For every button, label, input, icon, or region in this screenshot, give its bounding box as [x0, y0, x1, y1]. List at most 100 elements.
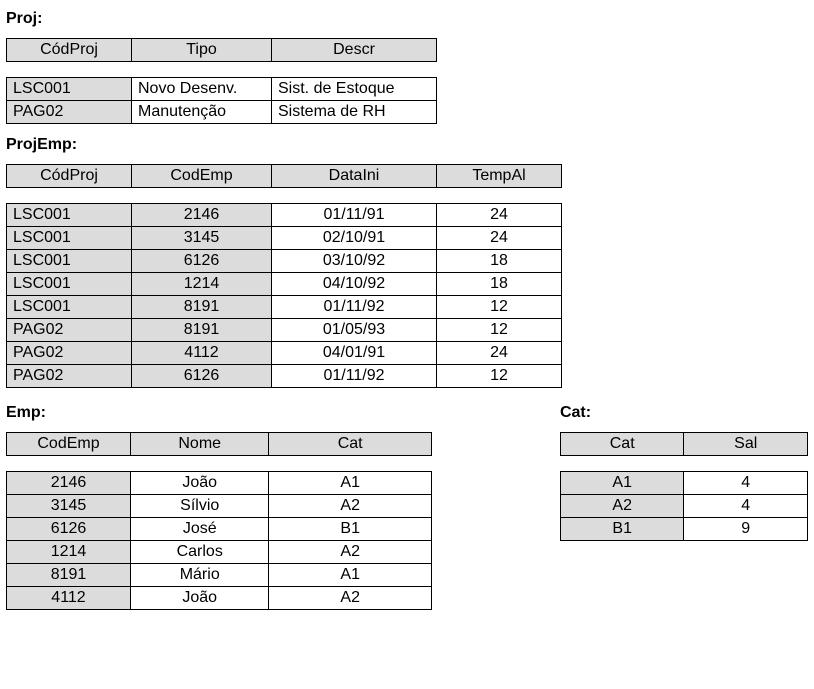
col-header: CodEmp: [132, 165, 272, 188]
table-row: LSC001121404/10/9218: [7, 273, 562, 296]
bottom-row: Emp: CodEmpNomeCat2146JoãoA13145SílvioA2…: [6, 400, 808, 622]
table-row: LSC001214601/11/9124: [7, 204, 562, 227]
table-row: 2146JoãoA1: [7, 472, 432, 495]
table-row: A24: [560, 495, 807, 518]
cell: 4112: [7, 587, 131, 610]
cell: João: [131, 587, 269, 610]
table-row: PAG02612601/11/9212: [7, 365, 562, 388]
cell: Sistema de RH: [272, 101, 437, 124]
table-row: LSC001314502/10/9124: [7, 227, 562, 250]
cell: José: [131, 518, 269, 541]
cell: 12: [437, 365, 562, 388]
cell: Mário: [131, 564, 269, 587]
cell: 01/11/92: [272, 365, 437, 388]
table-row: A14: [560, 472, 807, 495]
table-cat: CatSalA14A24B19: [560, 432, 808, 541]
col-header: Descr: [272, 39, 437, 62]
cell: 03/10/92: [272, 250, 437, 273]
cell: 4: [684, 472, 808, 495]
section-title-emp: Emp:: [6, 404, 432, 422]
table-row: PAG02819101/05/9312: [7, 319, 562, 342]
cell: PAG02: [7, 319, 132, 342]
cell: 3145: [132, 227, 272, 250]
table-row: 3145SílvioA2: [7, 495, 432, 518]
cell: João: [131, 472, 269, 495]
cell: 4112: [132, 342, 272, 365]
table-row: LSC001Novo Desenv.Sist. de Estoque: [7, 78, 437, 101]
cell: Carlos: [131, 541, 269, 564]
table-projemp: CódProjCodEmpDataIniTempAlLSC001214601/1…: [6, 164, 562, 388]
cell: Manutenção: [132, 101, 272, 124]
cell: 01/11/91: [272, 204, 437, 227]
cell: 8191: [132, 319, 272, 342]
cell: 2146: [132, 204, 272, 227]
cell: 6126: [7, 518, 131, 541]
col-header: DataIni: [272, 165, 437, 188]
table-header-row: CódProjTipoDescr: [7, 39, 437, 62]
cell: PAG02: [7, 342, 132, 365]
cell: 6126: [132, 365, 272, 388]
cell: 18: [437, 273, 562, 296]
cell: A1: [269, 472, 432, 495]
cell: Sílvio: [131, 495, 269, 518]
table-emp: CodEmpNomeCat2146JoãoA13145SílvioA26126J…: [6, 432, 432, 610]
emp-block: Emp: CodEmpNomeCat2146JoãoA13145SílvioA2…: [6, 400, 432, 622]
cell: LSC001: [7, 204, 132, 227]
cell: A1: [560, 472, 684, 495]
col-header: Sal: [684, 433, 808, 456]
cell: 24: [437, 342, 562, 365]
cell: 04/01/91: [272, 342, 437, 365]
table-header-row: CodEmpNomeCat: [7, 433, 432, 456]
cell: A2: [269, 495, 432, 518]
cell: LSC001: [7, 273, 132, 296]
cell: 04/10/92: [272, 273, 437, 296]
table-row: 6126JoséB1: [7, 518, 432, 541]
cell: 02/10/91: [272, 227, 437, 250]
cell: 01/11/92: [272, 296, 437, 319]
col-header: TempAl: [437, 165, 562, 188]
table-proj: CódProjTipoDescr LSC001Novo Desenv.Sist. …: [6, 38, 437, 124]
cell: A2: [560, 495, 684, 518]
table-header-row: CódProjCodEmpDataIniTempAl: [7, 165, 562, 188]
section-title-projemp: ProjEmp:: [6, 136, 808, 154]
cell: 12: [437, 296, 562, 319]
cell: 9: [684, 518, 808, 541]
table-row: LSC001612603/10/9218: [7, 250, 562, 273]
section-title-cat: Cat:: [560, 404, 808, 422]
cell: 18: [437, 250, 562, 273]
cell: A2: [269, 587, 432, 610]
table-row: PAG02411204/01/9124: [7, 342, 562, 365]
cell: 3145: [7, 495, 131, 518]
col-header: Cat: [560, 433, 684, 456]
cell: A1: [269, 564, 432, 587]
col-header: CódProj: [7, 39, 132, 62]
cell: 12: [437, 319, 562, 342]
col-header: Nome: [131, 433, 269, 456]
cell: LSC001: [7, 78, 132, 101]
cell: 1214: [132, 273, 272, 296]
cat-block: Cat: CatSalA14A24B19: [560, 400, 808, 553]
table-row: 1214CarlosA2: [7, 541, 432, 564]
table-row: 4112JoãoA2: [7, 587, 432, 610]
cell: PAG02: [7, 365, 132, 388]
cell: 24: [437, 227, 562, 250]
cell: LSC001: [7, 250, 132, 273]
table-row: 8191MárioA1: [7, 564, 432, 587]
table-row: PAG02ManutençãoSistema de RH: [7, 101, 437, 124]
cell: Novo Desenv.: [132, 78, 272, 101]
col-header: CodEmp: [7, 433, 131, 456]
cell: 4: [684, 495, 808, 518]
col-header: Cat: [269, 433, 432, 456]
cell: 1214: [7, 541, 131, 564]
cell: 8191: [132, 296, 272, 319]
table-row: B19: [560, 518, 807, 541]
cell: LSC001: [7, 296, 132, 319]
cell: B1: [269, 518, 432, 541]
cell: A2: [269, 541, 432, 564]
cell: 6126: [132, 250, 272, 273]
cell: PAG02: [7, 101, 132, 124]
col-header: Tipo: [132, 39, 272, 62]
cell: 8191: [7, 564, 131, 587]
cell: B1: [560, 518, 684, 541]
cell: 2146: [7, 472, 131, 495]
